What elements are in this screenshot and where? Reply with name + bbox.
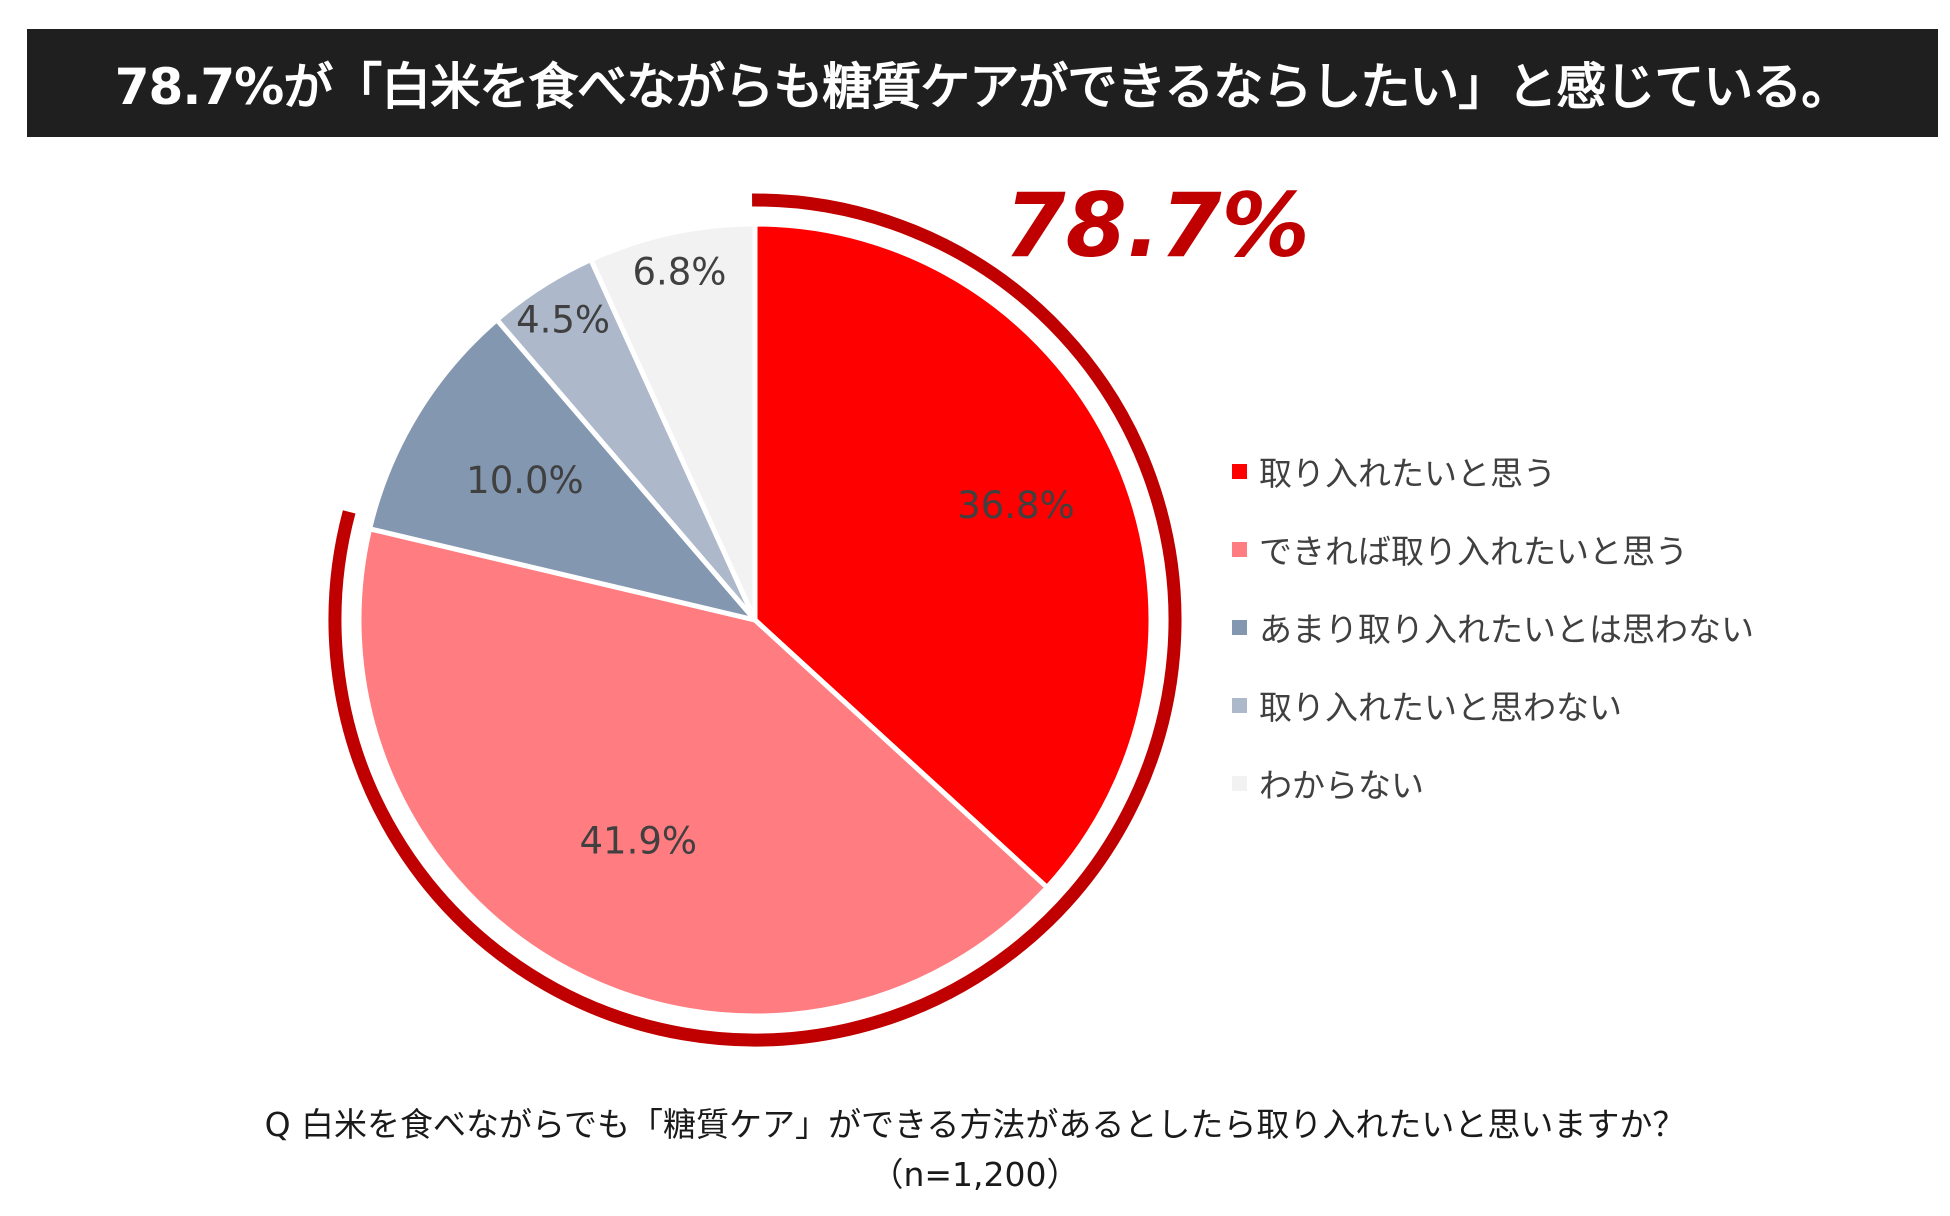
- pie-slices: [356, 221, 1154, 1019]
- page-title: 78.7%が「白米を食べながらも糖質ケアができるならしたい」と感じている。: [114, 58, 1851, 116]
- sample-size: （n=1,200）: [870, 1155, 1080, 1194]
- slice-value-label-3: 10.0%: [466, 459, 584, 502]
- legend-label: あまり取り入れたいとは思わない: [1259, 610, 1754, 649]
- slice-value-label-2: 41.9%: [579, 819, 697, 862]
- legend-item-1: 取り入れたいと思う: [1232, 432, 1754, 510]
- legend-label: 取り入れたいと思わない: [1259, 688, 1622, 727]
- legend-label: 取り入れたいと思う: [1259, 454, 1556, 493]
- legend-swatch: [1232, 619, 1247, 635]
- legend-swatch: [1232, 541, 1247, 557]
- highlight-ring: [328, 193, 1182, 1047]
- legend-item-5: わからない: [1232, 744, 1754, 822]
- survey-question-block: Q 白米を食べながらでも「糖質ケア」ができる方法があるとしたら取り入れたいと思い…: [0, 1100, 1950, 1200]
- legend-item-4: 取り入れたいと思わない: [1232, 666, 1754, 744]
- slice-value-label-1: 36.8%: [957, 484, 1075, 527]
- survey-question: Q 白米を食べながらでも「糖質ケア」ができる方法があるとしたら取り入れたいと思い…: [264, 1105, 1686, 1144]
- legend-item-3: あまり取り入れたいとは思わない: [1232, 588, 1754, 666]
- pie-slice-1: [752, 221, 1154, 890]
- legend-swatch: [1232, 697, 1247, 713]
- legend-swatch: [1232, 775, 1247, 791]
- pie-slice-2: [356, 526, 1050, 1019]
- title-banner: 78.7%が「白米を食べながらも糖質ケアができるならしたい」と感じている。: [27, 29, 1938, 137]
- slice-value-label-5: 6.8%: [632, 251, 726, 294]
- chart-legend: 取り入れたいと思うできれば取り入れたいと思うあまり取り入れたいとは思わない 取り入…: [1232, 432, 1754, 822]
- legend-swatch: [1232, 463, 1247, 479]
- legend-item-2: できれば取り入れたいと思う: [1232, 510, 1754, 588]
- highlight-total-label: 78.7%: [1004, 174, 1309, 277]
- highlight-ring-group: [328, 193, 1182, 1047]
- legend-label: できれば取り入れたいと思う: [1259, 532, 1688, 571]
- pie-slice-3: [367, 317, 758, 623]
- legend-label: わからない: [1259, 766, 1424, 805]
- pie-slice-5: [588, 221, 758, 623]
- pie-labels: 36.8% 41.9% 10.0% 4.5% 6.8%: [466, 251, 1075, 863]
- slice-value-label-4: 4.5%: [516, 299, 610, 342]
